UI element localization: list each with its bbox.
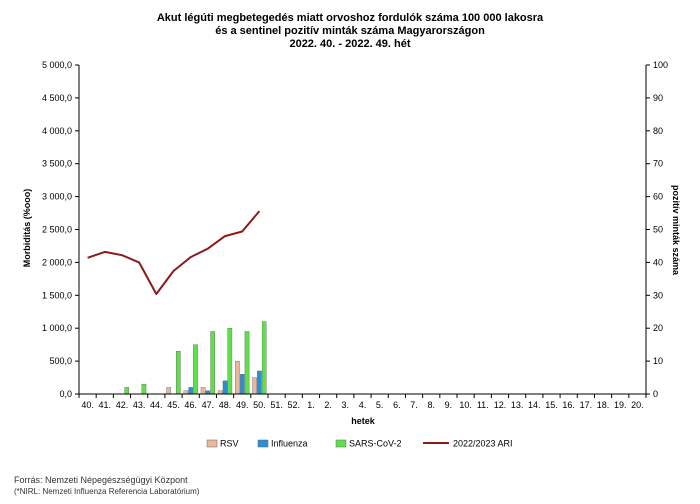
x-tick-label: 11.: [477, 400, 489, 410]
x-axis-title: hetek: [351, 416, 376, 426]
x-tick-label: 8.: [427, 400, 435, 410]
x-tick-label: 44.: [150, 400, 163, 410]
x-tick-label: 16.: [562, 400, 575, 410]
bar-series: [124, 321, 267, 395]
legend-swatch: [335, 439, 347, 448]
right-y-axis-ticks: 0 10 20 30 40 50 60 70 80 90 100: [646, 60, 668, 399]
right-y-tick-label: 30: [653, 290, 663, 300]
chart-title-line-1: Akut légúti megbetegedés miatt orvoshoz …: [157, 12, 544, 24]
x-tick-label: 1.: [307, 400, 315, 410]
left-y-tick-label: 0,0: [59, 389, 72, 399]
x-tick-label: 15.: [545, 400, 558, 410]
left-y-axis-title: Morbiditás (%ooo): [22, 189, 32, 268]
left-y-tick-label: 3 500,0: [42, 159, 72, 169]
x-tick-label: 7.: [410, 400, 418, 410]
x-tick-label: 14.: [528, 400, 541, 410]
x-tick-label: 48.: [219, 400, 232, 410]
bar-sars-cov-2: [141, 383, 147, 395]
x-tick-label: 49.: [236, 400, 249, 410]
right-y-axis-title: pozitív minták száma: [671, 185, 681, 276]
right-y-tick-label: 80: [653, 126, 663, 136]
legend-label: RSV: [220, 439, 239, 449]
bar-influenza: [239, 374, 245, 395]
bar-sars-cov-2: [193, 344, 198, 395]
left-y-tick-label: 5 000,0: [42, 60, 72, 70]
right-y-tick-label: 60: [653, 192, 663, 202]
x-tick-label: 41.: [99, 400, 112, 410]
footer-note: (*NIRL: Nemzeti Influenza Referencia Lab…: [14, 487, 200, 496]
x-tick-label: 52.: [288, 400, 301, 410]
x-tick-label: 10.: [459, 400, 472, 410]
x-tick-label: 20.: [631, 400, 644, 410]
x-tick-label: 40.: [81, 400, 94, 410]
chart-title: Akut légúti megbetegedés miatt orvoshoz …: [157, 12, 544, 50]
bar-sars-cov-2: [261, 321, 267, 395]
right-y-tick-label: 40: [653, 257, 663, 267]
right-y-tick-label: 0: [653, 389, 658, 399]
right-y-tick-label: 10: [653, 356, 663, 366]
x-tick-label: 42.: [116, 400, 129, 410]
bar-rsv: [235, 360, 240, 395]
left-y-tick-label: 2 000,0: [42, 257, 72, 267]
x-tick-label: 19.: [614, 400, 627, 410]
bar-influenza: [257, 370, 262, 395]
x-tick-label: 3.: [342, 400, 350, 410]
legend-label: SARS-CoV-2: [349, 439, 402, 449]
left-y-axis-ticks: 0,0 500,0 1 000,0 1 500,0 2 000,0 2 500,0 3 00…: [42, 60, 79, 399]
bar-rsv: [200, 387, 206, 395]
bar-sars-cov-2: [210, 331, 215, 395]
right-y-tick-label: 100: [653, 60, 668, 70]
left-y-tick-label: 4 000,0: [42, 126, 72, 136]
x-tick-label: 51.: [270, 400, 283, 410]
footer-source: Forrás: Nemzeti Népegészségügyi Központ: [14, 475, 188, 485]
x-tick-label: 2.: [324, 400, 332, 410]
x-tick-label: 4.: [359, 400, 367, 410]
chart-title-line-2: és a sentinel pozitív minták száma Magya…: [215, 25, 485, 37]
legend-swatch: [257, 439, 269, 448]
right-y-tick-label: 90: [653, 93, 663, 103]
bar-rsv: [166, 387, 172, 395]
x-tick-label: 47.: [202, 400, 215, 410]
x-axis-ticks: 40. 41. 42. 43. 44. 45. 46. 47. 48. 49. 50. 51. 52. 1…: [78, 394, 647, 410]
right-y-tick-label: 70: [653, 159, 663, 169]
x-tick-label: 46.: [184, 400, 197, 410]
right-y-tick-label: 20: [653, 323, 663, 333]
left-y-tick-label: 3 000,0: [42, 192, 72, 202]
bar-influenza: [188, 387, 193, 395]
bar-sars-cov-2: [124, 387, 130, 395]
plot-axes: [78, 65, 647, 395]
left-y-tick-label: 4 500,0: [42, 93, 72, 103]
x-tick-label: 17.: [580, 400, 593, 410]
chart-title-line-3: 2022. 40. - 2022. 49. hét: [289, 38, 410, 50]
left-y-tick-label: 2 500,0: [42, 225, 72, 235]
legend: RSV Influenza SARS-CoV-2 2022/2023 ARI: [206, 439, 513, 449]
bar-sars-cov-2: [244, 331, 250, 395]
bar-influenza: [222, 380, 228, 395]
left-y-tick-label: 500,0: [49, 356, 72, 366]
x-tick-label: 18.: [597, 400, 610, 410]
legend-swatch: [206, 439, 218, 448]
x-tick-label: 6.: [393, 400, 401, 410]
left-y-tick-label: 1 000,0: [42, 323, 72, 333]
x-tick-label: 45.: [167, 400, 180, 410]
x-tick-label: 9.: [445, 400, 453, 410]
line-ari: [87, 210, 261, 295]
x-tick-label: 13.: [511, 400, 524, 410]
legend-label: Influenza: [271, 439, 308, 449]
x-tick-label: 5.: [376, 400, 384, 410]
left-y-tick-label: 1 500,0: [42, 290, 72, 300]
legend-label: 2022/2023 ARI: [453, 439, 513, 449]
x-tick-label: 43.: [133, 400, 146, 410]
x-tick-label: 50.: [253, 400, 266, 410]
right-y-tick-label: 50: [653, 225, 663, 235]
bar-sars-cov-2: [227, 328, 233, 395]
line-series: [87, 210, 261, 295]
bar-rsv: [252, 377, 257, 395]
bar-sars-cov-2: [175, 351, 181, 395]
x-tick-label: 12.: [494, 400, 507, 410]
